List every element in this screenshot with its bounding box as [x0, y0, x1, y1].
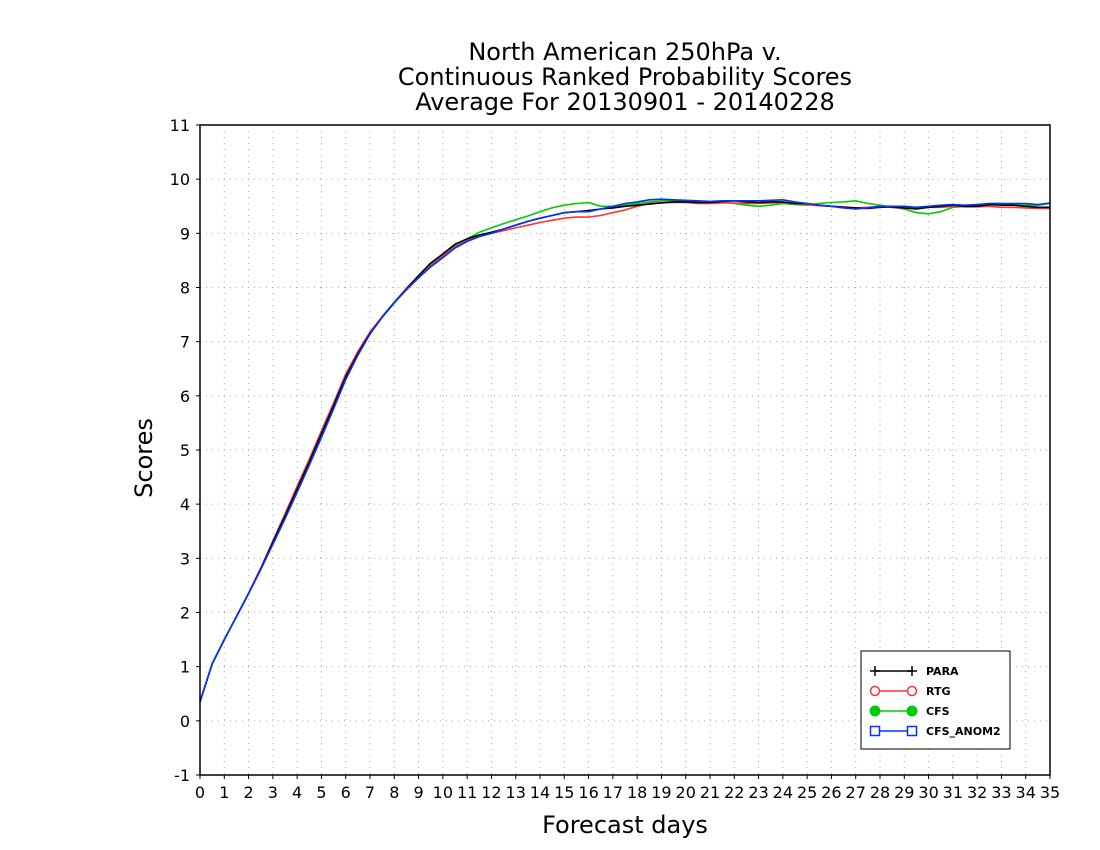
- x-tick-label: 3: [268, 783, 278, 802]
- legend-item-para: PARA: [870, 665, 959, 678]
- x-tick-label: 13: [506, 783, 526, 802]
- y-tick-label: 0: [180, 712, 190, 731]
- series-line-para: [199, 200, 1050, 703]
- x-axis-ticks: 0 1 2 3 4 5 6 7 8 9 10 11 12 13 14 15 16 17 18 19 20 21 22 23 24…: [195, 775, 1060, 802]
- x-axis-label: Forecast days: [542, 811, 708, 839]
- x-tick-label: 31: [943, 783, 963, 802]
- legend-marker-start: [869, 725, 881, 737]
- x-tick-label: 17: [603, 783, 623, 802]
- x-tick-label: 1: [219, 783, 229, 802]
- x-tick-label: 34: [1016, 783, 1036, 802]
- title-line-2: Continuous Ranked Probability Scores: [398, 63, 852, 91]
- y-tick-label: 2: [180, 604, 190, 623]
- x-tick-label: 28: [870, 783, 890, 802]
- legend-marker-end: [906, 705, 918, 717]
- legend-label: CFS: [926, 705, 950, 718]
- y-tick-label: 11: [170, 116, 190, 135]
- legend-marker-end: [906, 685, 918, 697]
- y-axis-ticks: -1 0 1 2 3 4 5 6 7 8 9 10 11: [170, 116, 200, 785]
- x-tick-label: 30: [918, 783, 938, 802]
- x-tick-label: 29: [894, 783, 914, 802]
- y-tick-label: 9: [180, 224, 190, 243]
- x-tick-label: 19: [651, 783, 671, 802]
- legend-label: RTG: [926, 685, 951, 698]
- y-tick-label: 10: [170, 170, 190, 189]
- x-tick-label: 14: [530, 783, 550, 802]
- legend-label: CFS_ANOM2: [926, 725, 1001, 738]
- x-tick-label: 6: [341, 783, 351, 802]
- x-tick-label: 9: [413, 783, 423, 802]
- y-tick-label: 3: [180, 549, 190, 568]
- legend-marker-end: [906, 725, 918, 737]
- legend-marker-start: [870, 666, 880, 676]
- x-tick-label: 25: [797, 783, 817, 802]
- y-tick-label: 8: [180, 279, 190, 298]
- legend-box: [860, 650, 1011, 750]
- y-tick-label: -1: [174, 766, 190, 785]
- title-line-3: Average For 20130901 - 20140228: [415, 88, 835, 116]
- x-tick-label: 5: [316, 783, 326, 802]
- x-tick-label: 16: [578, 783, 598, 802]
- legend-item-cfs-anom2: CFS_ANOM2: [869, 725, 1001, 738]
- x-tick-label: 4: [292, 783, 302, 802]
- x-tick-label: 7: [365, 783, 375, 802]
- x-tick-label: 24: [773, 783, 793, 802]
- chart-title: North American 250hPa v. Continuous Rank…: [398, 38, 852, 116]
- series-line-cfs-anom2: [199, 198, 1051, 703]
- y-tick-label: 7: [180, 333, 190, 352]
- legend-label: PARA: [926, 665, 959, 678]
- x-tick-label: 21: [700, 783, 720, 802]
- x-tick-label: 33: [991, 783, 1011, 802]
- x-tick-label: 35: [1040, 783, 1060, 802]
- legend-item-cfs: CFS: [869, 705, 950, 718]
- plot-series: [199, 198, 1051, 703]
- legend-marker-end: [907, 666, 917, 676]
- y-tick-label: 1: [180, 658, 190, 677]
- title-line-1: North American 250hPa v.: [468, 38, 781, 66]
- legend: PARA RTG CFS CFS_ANOM2: [860, 650, 1011, 750]
- series-line-rtg: [199, 201, 1050, 703]
- legend-marker-start: [869, 685, 881, 697]
- legend-marker-start: [869, 705, 881, 717]
- y-tick-label: 4: [180, 495, 190, 514]
- x-tick-label: 11: [457, 783, 477, 802]
- y-axis-label: Scores: [130, 418, 158, 498]
- series-line-cfs: [199, 200, 1051, 703]
- x-tick-label: 22: [724, 783, 744, 802]
- x-tick-label: 26: [821, 783, 841, 802]
- x-tick-label: 2: [243, 783, 253, 802]
- x-tick-label: 20: [676, 783, 696, 802]
- legend-item-rtg: RTG: [869, 685, 951, 698]
- y-tick-label: 6: [180, 387, 190, 406]
- x-tick-label: 32: [967, 783, 987, 802]
- x-tick-label: 23: [748, 783, 768, 802]
- x-tick-label: 18: [627, 783, 647, 802]
- x-tick-label: 0: [195, 783, 205, 802]
- x-tick-label: 15: [554, 783, 574, 802]
- x-tick-label: 27: [846, 783, 866, 802]
- x-tick-label: 10: [433, 783, 453, 802]
- y-tick-label: 5: [180, 441, 190, 460]
- x-tick-label: 12: [481, 783, 501, 802]
- x-tick-label: 8: [389, 783, 399, 802]
